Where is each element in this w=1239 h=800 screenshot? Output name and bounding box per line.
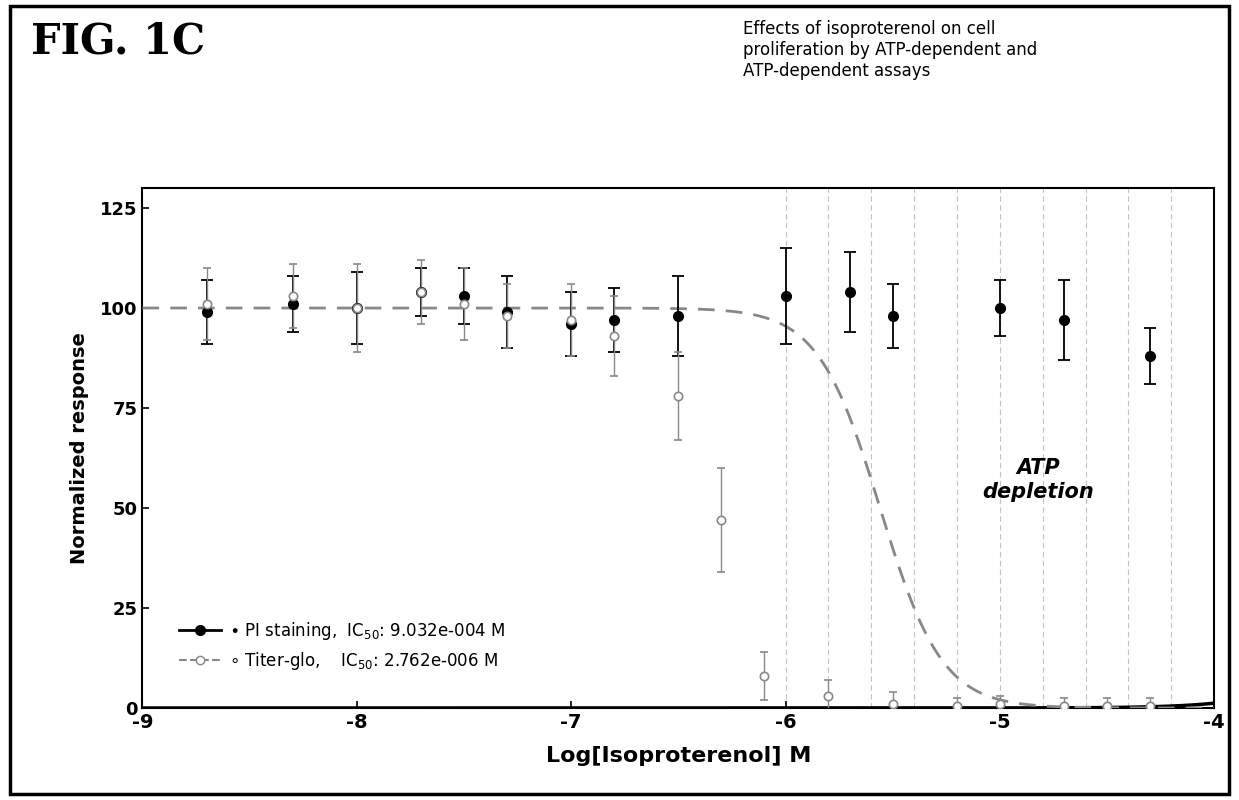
Text: Effects of isoproterenol on cell
proliferation by ATP-dependent and
ATP-dependen: Effects of isoproterenol on cell prolife…: [743, 20, 1037, 80]
Legend: $\bullet$ PI staining,  IC$_{50}$: 9.032e-004 M, $\circ$ Titer-glo,    IC$_{50}$: $\bullet$ PI staining, IC$_{50}$: 9.032e…: [172, 613, 512, 679]
Y-axis label: Normalized response: Normalized response: [71, 332, 89, 564]
Text: FIG. 1C: FIG. 1C: [31, 20, 206, 62]
Text: ATP
depletion: ATP depletion: [983, 458, 1094, 502]
X-axis label: Log[Isoproterenol] M: Log[Isoproterenol] M: [545, 746, 812, 766]
